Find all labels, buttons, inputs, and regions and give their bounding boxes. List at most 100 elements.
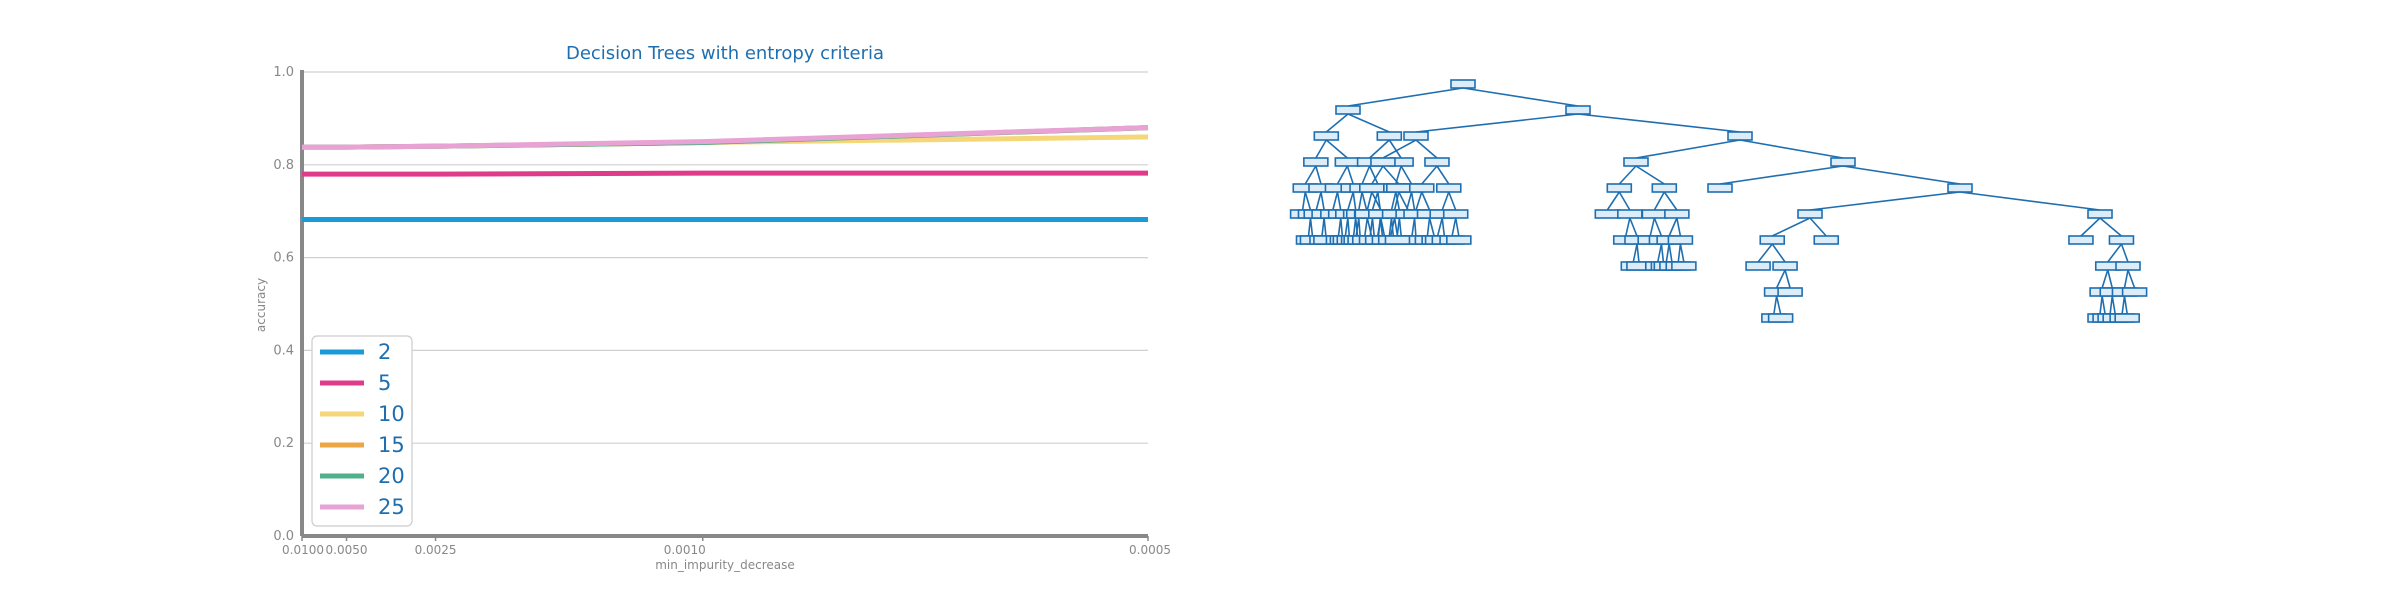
tree-edge [1336,165,1349,185]
tree-node [1813,235,1840,245]
tree-edge [1390,191,1397,211]
tree-edge [1325,139,1348,159]
tree-edge [1415,139,1438,159]
tree-edge [1361,191,1368,211]
x-tick-label: 0.0025 [415,543,457,557]
tree-edge [1301,191,1307,211]
tree-edge [1347,113,1390,133]
tree-node [1641,209,1668,219]
tree-edge [1739,139,1844,159]
tree-edge [1371,191,1379,211]
tree-edge [1415,191,1423,211]
tree-edge [1400,165,1413,185]
series-line-25 [302,125,1149,150]
tree-edge [2101,295,2106,315]
tree-edge [1410,191,1416,211]
tree-edge [1304,191,1312,211]
tree-node [2114,313,2140,323]
tree-edge [1405,191,1413,211]
tree-edge [1771,217,1811,237]
tree-edge [2101,269,2109,289]
tree-node [1797,209,1823,219]
tree-edge [1352,191,1357,211]
tree-edge [1842,165,1961,185]
tree-edge [1413,217,1417,237]
tree-edge [1653,191,1666,211]
tree-edge [1336,191,1342,211]
tree-edge [1663,191,1678,211]
tree-edge [1775,269,1786,289]
y-tick-label: 1.0 [273,65,294,80]
tree-node [2115,261,2141,271]
tree-edge [2080,217,2101,237]
tree-edge [1309,217,1314,237]
tree-edge [1398,217,1402,237]
tree-edge [1421,165,1438,185]
tree-edge [1394,191,1401,211]
tree-edge [1809,191,1961,211]
tree-edge [1315,139,1327,159]
tree-edge [1369,139,1390,159]
tree-node [1667,235,1694,245]
tree-node [2068,235,2094,245]
tree-edge [1441,191,1450,211]
tree-edge [2106,269,2114,289]
series-lines [302,125,1149,223]
tree-node [1303,157,1329,167]
tree-node [1707,183,1733,193]
tree-edge [1428,217,1435,237]
y-tick-label: 0.6 [273,251,294,266]
tree-edge [1454,217,1460,237]
x-tick-label: 0.0010 [664,543,706,557]
series-line-5 [302,170,1148,177]
tree-node [1767,313,1794,323]
tree-edge [1361,165,1371,185]
chart-title: Decision Trees with entropy criteria [566,43,884,64]
tree-edge [2099,295,2103,315]
tree-edge [1436,217,1443,237]
tree-edge [1363,217,1369,237]
tree-node [1408,183,1435,193]
tree-edge [1357,217,1361,237]
tree-node [1384,235,1411,245]
y-axis-label: accuracy [254,278,268,332]
tree-node [1745,261,1771,271]
legend-label: 15 [378,433,405,457]
tree-edge [1366,217,1373,237]
tree-edge [1426,217,1431,237]
tree-node [1651,183,1678,193]
y-tick-label: 0.8 [273,158,294,173]
tree-edge [1624,217,1631,237]
tree-edge [2123,295,2128,315]
tree-node [1358,183,1385,193]
tree-edge [1389,217,1396,237]
tree-edge [2099,217,2122,237]
tree-edge [1421,191,1431,211]
tree-edge [2107,243,2123,263]
tree-edge [1757,243,1773,263]
y-tick-label: 0.4 [273,343,294,358]
tree-edge [1635,139,1741,159]
tree-edge [1773,295,1778,315]
tree-node [1664,209,1690,219]
tree-edge [1448,191,1457,211]
tree-edge [1315,165,1322,185]
x-tick-label: 0.0100 [282,543,324,557]
tree-edge [1368,165,1379,185]
x-tick-label: 0.0005 [1129,543,1171,557]
y-tick-label: 0.2 [273,436,294,451]
tree-edge [1371,165,1384,185]
tree-node [1403,131,1429,141]
x-tick-label: 0.0050 [326,543,368,557]
tree-edge [1618,191,1631,211]
tree-node [1759,235,1786,245]
tree-edge [2123,269,2129,289]
tree-node [1370,157,1396,167]
tree-edge [1325,113,1349,133]
tree-node [2087,209,2113,219]
tree-node [1313,131,1340,141]
tree-node [1617,209,1643,219]
tree-edge [1677,243,1682,263]
tree-edge [1398,191,1409,211]
